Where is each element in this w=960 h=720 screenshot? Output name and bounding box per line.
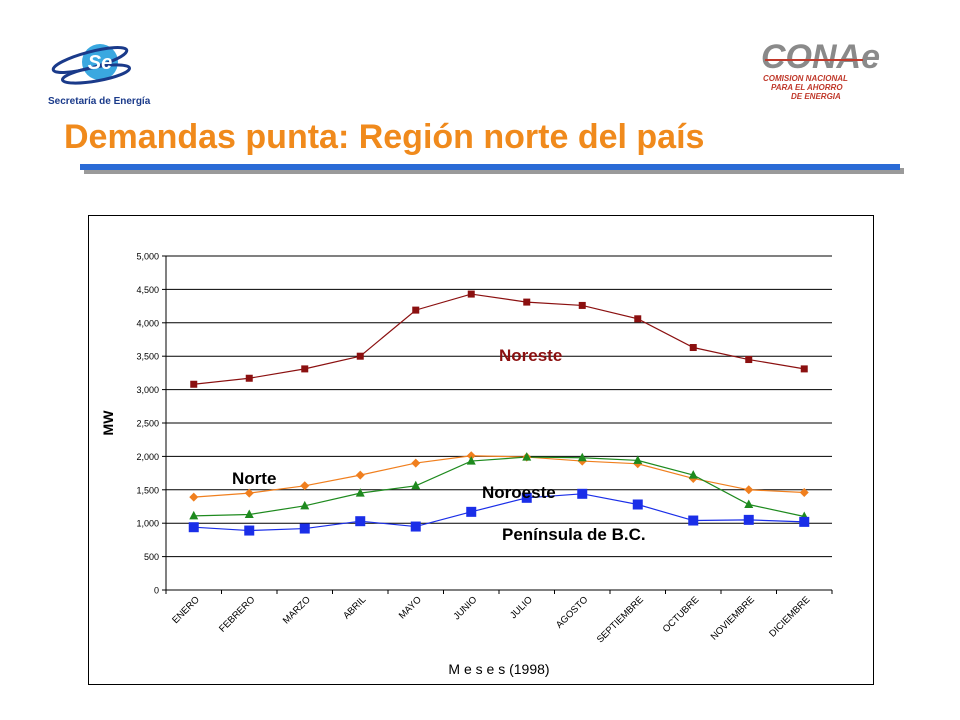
x-tick-label: MARZO — [281, 594, 313, 626]
data-point — [744, 499, 754, 508]
line-chart: 0 500 1,000 1,500 2,000 2,500 3,000 3,500 4,000 4… — [100, 252, 833, 677]
conae-subtitle-line: COMISION NACIONAL — [763, 74, 848, 83]
left-logo-text: Secretaría de Energía — [48, 96, 151, 107]
y-tick-label: 1,500 — [136, 485, 159, 495]
data-point — [188, 522, 199, 533]
data-point — [633, 455, 643, 464]
x-tick-label: AGOSTO — [554, 594, 590, 630]
x-tick-label: JUNIO — [451, 594, 479, 622]
data-point — [743, 514, 754, 525]
x-axis-title: M e s e s (1998) — [448, 661, 549, 677]
data-point — [189, 510, 199, 520]
data-point — [299, 523, 310, 534]
conae-logo-text: CONAe — [761, 38, 880, 76]
data-point — [356, 352, 364, 360]
series-annotation: Norte — [232, 469, 276, 488]
x-tick-label: OCTUBRE — [661, 594, 702, 635]
x-tick-label: ABRIL — [341, 594, 368, 621]
data-point — [521, 492, 532, 503]
data-point — [799, 487, 809, 497]
y-tick-label: 4,500 — [136, 285, 159, 295]
data-point — [300, 481, 310, 491]
data-point — [577, 488, 588, 499]
data-point — [301, 365, 309, 373]
data-point — [578, 301, 586, 309]
y-tick-label: 5,000 — [136, 252, 159, 262]
data-point — [466, 506, 477, 517]
x-tick-label: JULIO — [508, 594, 535, 621]
data-point — [466, 456, 476, 465]
data-point — [523, 298, 531, 306]
data-point — [634, 315, 642, 323]
conae-subtitle: COMISION NACIONAL PARA EL AHORRO DE ENER… — [763, 74, 848, 101]
logo-monogram: Se — [88, 52, 112, 74]
data-point — [411, 458, 421, 468]
data-point — [577, 452, 587, 462]
data-point — [355, 470, 365, 480]
series-annotation: Noroeste — [482, 483, 556, 502]
data-point — [632, 499, 643, 510]
series-line — [193, 293, 805, 385]
data-point — [410, 521, 421, 532]
data-point — [411, 480, 421, 490]
x-tick-label: ENERO — [170, 594, 202, 626]
series-annotation: Noreste — [499, 346, 562, 365]
data-point — [689, 344, 697, 352]
y-tick-label: 500 — [144, 552, 159, 562]
data-point — [189, 492, 199, 502]
data-point — [244, 488, 254, 498]
conae-subtitle-line: DE ENERGIA — [791, 92, 841, 101]
x-tick-label: MAYO — [397, 594, 424, 621]
title-underline — [80, 164, 900, 170]
conae-logo: CONAe — [761, 38, 880, 76]
y-tick-label: 0 — [154, 586, 159, 596]
data-point — [355, 488, 365, 497]
data-point — [800, 365, 808, 373]
conae-subtitle-line: PARA EL AHORRO — [771, 83, 843, 92]
data-point — [190, 380, 198, 388]
chart-frame: 0 500 1,000 1,500 2,000 2,500 3,000 3,500 4,000 4… — [88, 215, 874, 685]
x-tick-label: DICIEMBRE — [767, 594, 812, 639]
data-point — [355, 516, 366, 527]
data-point — [466, 451, 476, 461]
data-point — [745, 356, 753, 364]
y-tick-label: 2,500 — [136, 419, 159, 429]
data-point — [799, 516, 810, 527]
series-annotation: Península de B.C. — [502, 525, 646, 544]
data-point — [244, 525, 255, 536]
data-point — [744, 485, 754, 495]
data-point — [688, 470, 698, 479]
x-tick-label: FEBRERO — [217, 594, 257, 634]
series-line — [193, 493, 805, 532]
slide-title: Demandas punta: Región norte del país — [64, 118, 705, 156]
y-tick-label: 3,000 — [136, 385, 159, 395]
data-point — [412, 306, 420, 314]
y-tick-label: 3,500 — [136, 352, 159, 362]
data-point — [245, 374, 253, 382]
data-point — [300, 500, 310, 510]
secretaria-energia-logo: Se — [51, 44, 132, 85]
data-point — [467, 290, 475, 298]
series-line — [193, 456, 805, 518]
x-tick-label: NOVIEMBRE — [709, 594, 757, 642]
x-tick-label: SEPTIEMBRE — [595, 594, 646, 645]
title-underline-shadow — [84, 168, 904, 174]
data-point — [688, 515, 699, 526]
y-axis-title: MW — [100, 410, 116, 436]
y-tick-label: 4,000 — [136, 318, 159, 328]
y-tick-label: 2,000 — [136, 452, 159, 462]
data-point — [522, 452, 532, 461]
y-tick-label: 1,000 — [136, 519, 159, 529]
data-point — [244, 509, 254, 519]
